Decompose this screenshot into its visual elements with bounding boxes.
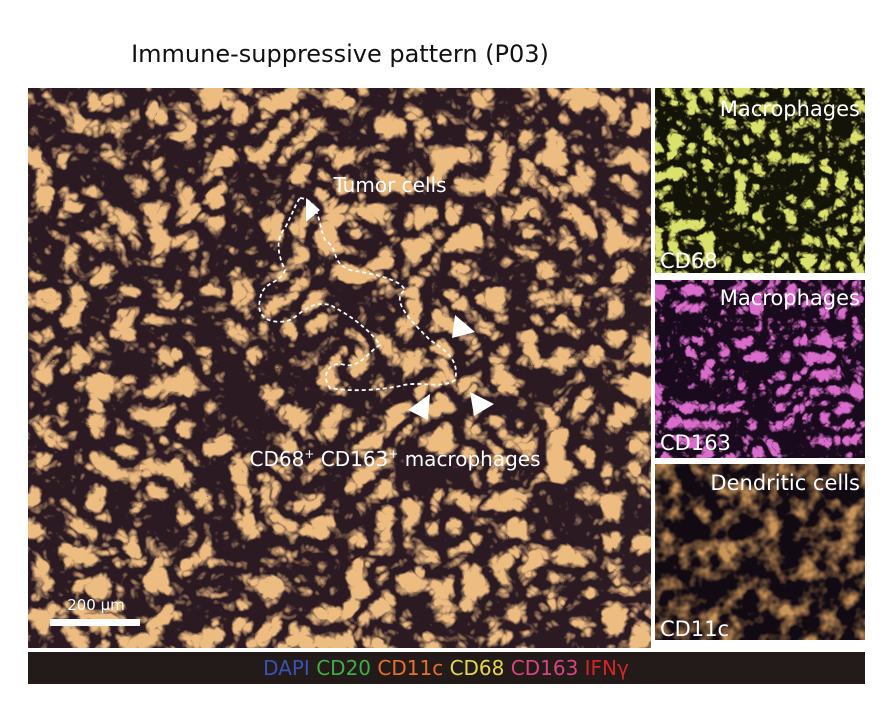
main-image: Tumor cells CD68+ CD163+ macrophages 200… [28, 88, 651, 648]
label-part: CD68 [249, 447, 304, 471]
superscript: + [304, 447, 314, 461]
panel-texture [655, 88, 865, 273]
macrophage-label: CD68+ CD163+ macrophages [249, 447, 540, 471]
legend-entry: CD163 [511, 656, 579, 680]
tumor-label: Tumor cells [333, 173, 447, 197]
arrowhead [408, 394, 430, 420]
side-panel: Macrophages CD68 [655, 88, 865, 273]
arrowhead [306, 198, 320, 222]
label-part: CD163 [314, 447, 388, 471]
figure-title: Immune-suppressive pattern (P03) [131, 40, 549, 68]
legend-entry: DAPI [263, 656, 310, 680]
tissue-texture [28, 88, 651, 648]
arrowhead [452, 315, 475, 338]
side-panel: Macrophages CD163 [655, 280, 865, 458]
panel-title: Macrophages [720, 97, 860, 121]
panel-title: Dendritic cells [710, 471, 860, 495]
legend-bar [28, 652, 865, 684]
legend-entry: CD20 [316, 656, 371, 680]
panel-marker: CD163 [660, 431, 731, 455]
panel-marker: CD68 [660, 249, 718, 273]
panel-marker: CD11c [660, 617, 729, 641]
panel-texture [655, 280, 865, 458]
superscript: + [388, 447, 398, 461]
legend: DAPI CD20 CD11c CD68 CD163 IFNγ [263, 656, 629, 680]
side-panel: Dendritic cells CD11c [655, 464, 865, 641]
tumor-outline [258, 197, 457, 392]
legend-entry: IFNγ [585, 656, 629, 680]
arrowhead [470, 392, 494, 416]
legend-entry: CD11c [377, 656, 443, 680]
label-part: macrophages [398, 447, 540, 471]
scale-bar [50, 619, 140, 626]
panel-texture [655, 464, 865, 640]
scale-bar-label: 200 µm [67, 596, 125, 614]
legend-entry: CD68 [450, 656, 505, 680]
panel-title: Macrophages [720, 286, 860, 310]
